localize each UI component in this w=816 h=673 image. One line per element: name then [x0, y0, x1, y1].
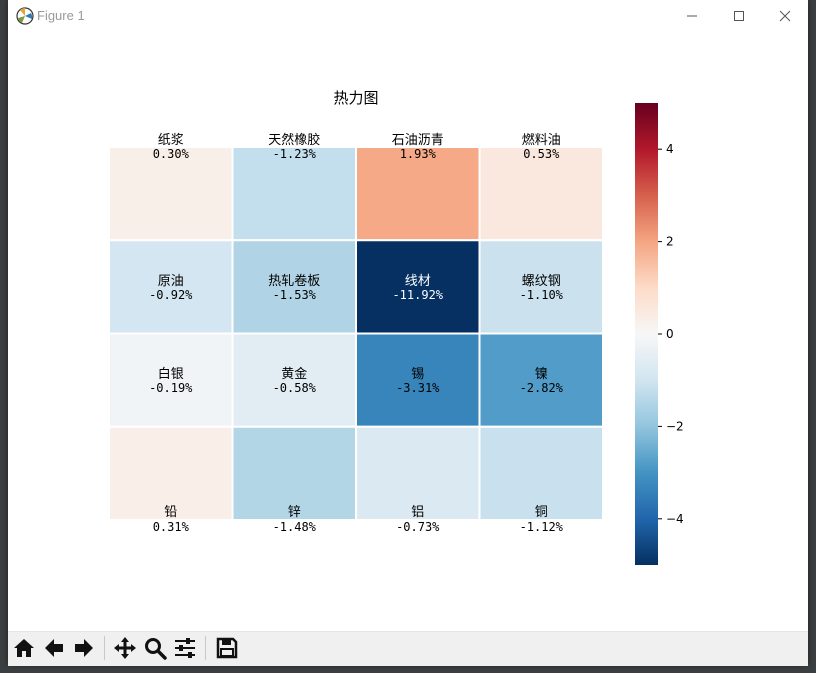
cell-value-label: -1.53%: [273, 288, 317, 302]
heatmap-cell: [355, 332, 481, 428]
cell-name-label: 铜: [535, 505, 548, 520]
cell-name-label: 镍: [535, 367, 548, 382]
home-icon: [14, 639, 34, 657]
forward-button[interactable]: [70, 634, 98, 662]
matplotlib-icon: [16, 7, 34, 25]
cell-name-label: 黄金: [281, 366, 307, 382]
heatmap-cell: [478, 332, 604, 428]
configure-subplots-button[interactable]: [171, 634, 199, 662]
cell-value-label: 1.93%: [400, 147, 437, 161]
cell-value-label: -11.92%: [392, 288, 443, 302]
window-title: Figure 1: [37, 8, 85, 23]
heatmap-cell: [108, 239, 234, 335]
navigation-toolbar: [8, 631, 808, 666]
colorbar-tick-label: −4: [666, 512, 684, 526]
sliders-icon: [175, 638, 195, 658]
cell-name-label: 铅: [164, 505, 177, 520]
heatmap-cell: [108, 146, 234, 242]
title-bar[interactable]: Figure 1: [8, 0, 808, 32]
figure-canvas[interactable]: 热力图 纸浆 0.30% 天然橡胶 -1.23% 石油沥青 1.93% 燃料油 0.53% 原油…: [8, 32, 808, 632]
cell-value-label: -1.48%: [273, 520, 317, 534]
cell-value-label: 0.53%: [523, 147, 560, 161]
chart-title: 热力图: [333, 89, 378, 107]
cell-name-label: 热轧卷板: [268, 273, 320, 289]
arrow-left-icon: [45, 639, 63, 657]
cell-name-label: 螺纹钢: [522, 274, 561, 289]
toolbar-separator: [104, 636, 105, 660]
maximize-button[interactable]: [716, 0, 762, 32]
move-icon: [114, 637, 136, 659]
heatmap-cell: [231, 239, 357, 335]
close-icon: [779, 10, 791, 22]
heatmap-cell: [478, 146, 604, 242]
colorbar-tick-label: 0: [666, 327, 674, 341]
heatmap-cell: [108, 425, 234, 521]
toolbar-separator: [205, 636, 206, 660]
back-button[interactable]: [40, 634, 68, 662]
cell-value-label: -0.92%: [149, 288, 193, 302]
save-button[interactable]: [213, 634, 241, 662]
cell-value-label: -1.12%: [520, 520, 564, 534]
close-button[interactable]: [762, 0, 808, 32]
pan-button[interactable]: [111, 634, 139, 662]
heatmap-cell: [231, 332, 357, 428]
cell-value-label: -1.10%: [520, 288, 564, 302]
cell-name-label: 原油: [158, 274, 184, 289]
maximize-icon: [734, 11, 744, 21]
cell-name-label: 线材: [405, 274, 431, 289]
cell-value-label: -3.31%: [396, 381, 440, 395]
colorbar: [635, 103, 658, 565]
minimize-icon: [687, 15, 697, 17]
cell-value-label: 0.30%: [153, 147, 190, 161]
cell-name-label: 纸浆: [158, 133, 184, 148]
heatmap-cell: [108, 332, 234, 428]
cell-value-label: 0.31%: [153, 520, 190, 534]
arrow-right-icon: [75, 639, 93, 657]
cell-name-label: 燃料油: [522, 132, 561, 148]
cell-value-label: -0.58%: [273, 381, 317, 395]
zoom-button[interactable]: [141, 634, 169, 662]
figure-window: Figure 1 热力图 纸浆 0.30% 天然橡胶 -1.23% 石油沥青 1.93% 燃…: [8, 0, 808, 666]
heatmap-cells: [108, 146, 604, 521]
cell-name-label: 白银: [158, 366, 184, 382]
cell-name-label: 锌: [288, 505, 301, 520]
heatmap-cell: [478, 425, 604, 521]
cell-value-label: -1.23%: [273, 147, 317, 161]
save-icon: [216, 637, 238, 659]
cell-value-label: -0.73%: [396, 520, 440, 534]
colorbar-tick-label: 4: [666, 142, 674, 156]
heatmap-cell: [355, 146, 481, 242]
cell-value-label: -0.19%: [149, 381, 193, 395]
cell-value-label: -2.82%: [520, 381, 564, 395]
cell-name-label: 锡: [411, 367, 424, 382]
colorbar-tick-label: 2: [666, 235, 674, 249]
heatmap-cell: [231, 425, 357, 521]
cell-name-label: 铝: [411, 505, 424, 520]
home-button[interactable]: [10, 634, 38, 662]
cell-name-label: 天然橡胶: [268, 132, 320, 148]
colorbar-tick-label: −2: [666, 419, 684, 433]
cell-name-label: 石油沥青: [392, 133, 444, 148]
heatmap-cell: [478, 239, 604, 335]
zoom-icon: [145, 638, 167, 660]
colorbar-ticks: 4 2 0 −2 −4: [658, 142, 684, 526]
minimize-button[interactable]: [669, 0, 715, 32]
